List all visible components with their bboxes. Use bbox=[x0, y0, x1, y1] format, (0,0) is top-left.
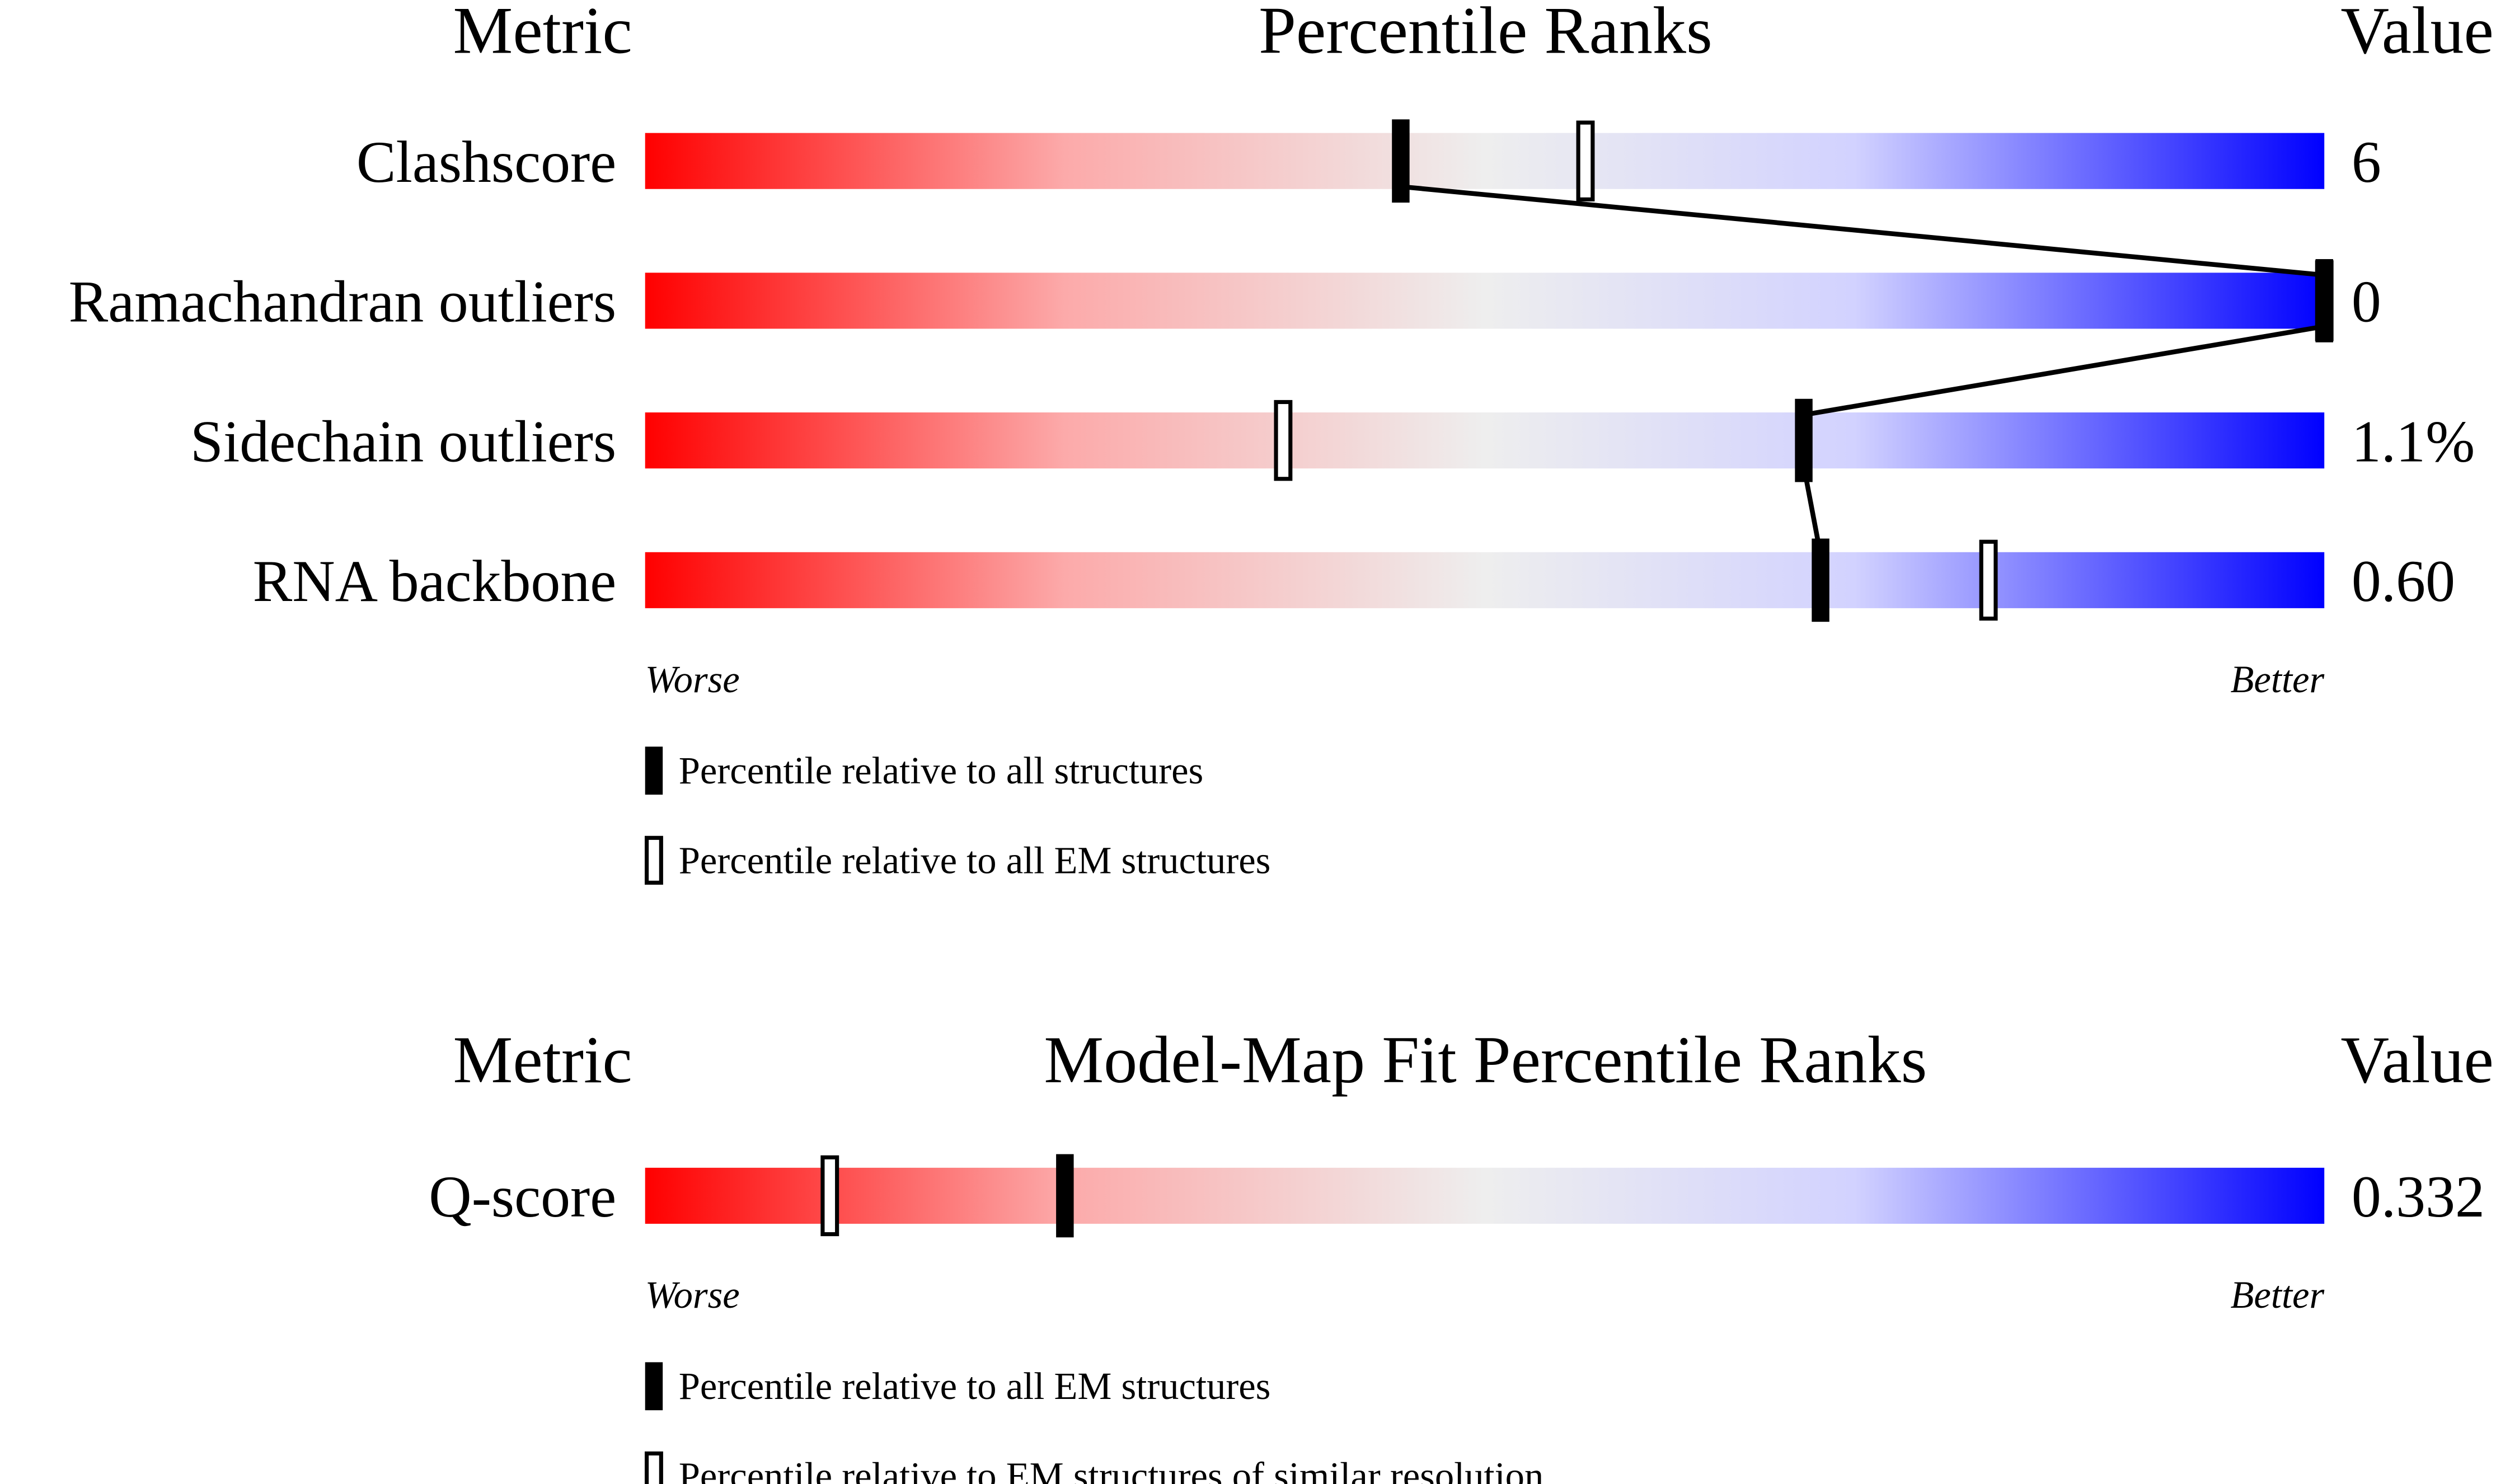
filled-percentile-marker bbox=[2315, 259, 2333, 342]
legend-open-marker-icon bbox=[644, 835, 663, 885]
legend-label: Percentile relative to EM structures of … bbox=[679, 1454, 1544, 1484]
value-header: Value bbox=[2340, 0, 2494, 68]
better-label: Better bbox=[2231, 1274, 2325, 1316]
filled-percentile-marker bbox=[1812, 538, 1829, 622]
metric-label: Q-score bbox=[429, 1164, 616, 1229]
open-percentile-marker bbox=[1979, 539, 1998, 621]
chart-title: Model-Map Fit Percentile Ranks bbox=[1044, 1022, 1927, 1097]
better-label: Better bbox=[2231, 658, 2325, 701]
value-header: Value bbox=[2340, 1022, 2494, 1097]
chart-panel-1: Metric Percentile Ranks Value Clashscore 6 Ra… bbox=[69, 0, 2494, 885]
percentile-gradient-bar bbox=[645, 552, 2325, 608]
legend-open-marker-icon bbox=[644, 1451, 663, 1484]
marker-connector-line bbox=[1400, 184, 2325, 278]
metric-header: Metric bbox=[453, 0, 632, 68]
marker-connector-line bbox=[1803, 323, 2325, 417]
metric-value: 6 bbox=[2352, 129, 2381, 195]
metric-value: 0.332 bbox=[2352, 1164, 2485, 1229]
legend-filled-marker-icon bbox=[645, 746, 663, 795]
metric-header: Metric bbox=[453, 1022, 632, 1097]
legend-filled-marker-icon bbox=[645, 1362, 663, 1411]
legend-label: Percentile relative to all EM structures bbox=[679, 839, 1271, 881]
metric-label: Clashscore bbox=[356, 129, 616, 195]
chart-title: Percentile Ranks bbox=[1259, 0, 1713, 68]
filled-percentile-marker bbox=[1795, 398, 1813, 482]
metric-value: 0.60 bbox=[2352, 548, 2455, 614]
percentile-gradient-bar bbox=[645, 273, 2325, 329]
legend-label: Percentile relative to all structures bbox=[679, 749, 1204, 792]
chart-panel-2: Metric Model-Map Fit Percentile Ranks Valu… bbox=[429, 1022, 2494, 1484]
percentile-gradient-bar bbox=[645, 1167, 2325, 1224]
open-percentile-marker bbox=[1576, 120, 1595, 201]
metric-label: Ramachandran outliers bbox=[69, 269, 617, 335]
open-percentile-marker bbox=[1274, 400, 1293, 481]
worse-label: Worse bbox=[645, 658, 740, 701]
worse-label: Worse bbox=[645, 1274, 740, 1316]
metric-label: RNA backbone bbox=[253, 548, 617, 614]
metric-value: 1.1% bbox=[2352, 408, 2475, 474]
metric-value: 0 bbox=[2352, 269, 2381, 335]
filled-percentile-marker bbox=[1056, 1154, 1074, 1238]
legend-label: Percentile relative to all EM structures bbox=[679, 1365, 1271, 1407]
percentile-gradient-bar bbox=[645, 412, 2325, 469]
filled-percentile-marker bbox=[1392, 119, 1410, 203]
percentile-gradient-bar bbox=[645, 133, 2325, 189]
open-percentile-marker bbox=[820, 1155, 839, 1237]
metric-label: Sidechain outliers bbox=[190, 408, 616, 474]
